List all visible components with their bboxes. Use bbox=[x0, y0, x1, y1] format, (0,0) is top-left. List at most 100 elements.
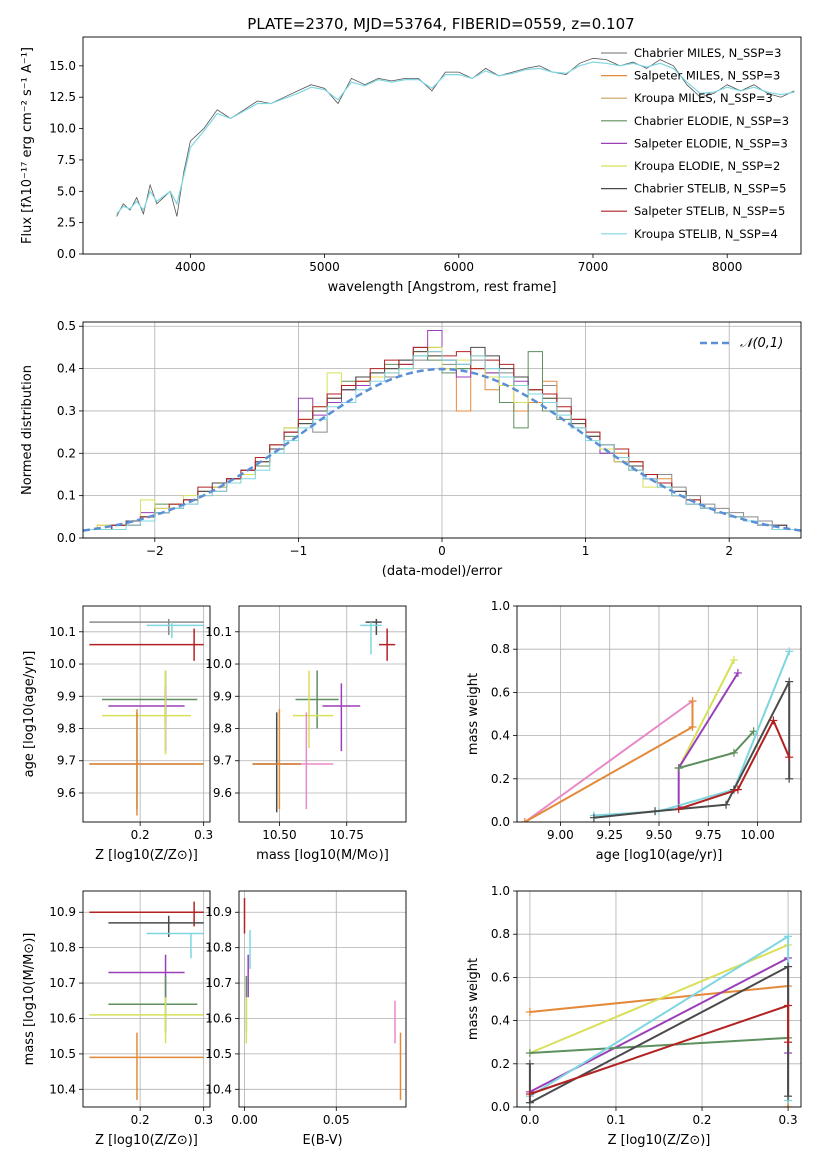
data-marker bbox=[525, 1049, 534, 1057]
y-tick-label: 2.5 bbox=[57, 216, 76, 230]
legend-entry: Salpeter STELIB, N_SSP=5 bbox=[634, 204, 785, 218]
data-marker bbox=[784, 962, 793, 971]
x-tick-label: 5000 bbox=[309, 260, 340, 274]
y-tick-label: 10.8 bbox=[49, 941, 76, 955]
y-axis-label: Normed distribution bbox=[20, 365, 35, 495]
axes-frame bbox=[238, 890, 407, 1108]
x-tick-label: 10.75 bbox=[330, 828, 364, 842]
x-tick-label: 9.25 bbox=[596, 828, 623, 842]
series-line bbox=[529, 1036, 789, 1054]
data-marker bbox=[525, 1007, 534, 1016]
y-tick-label: 0.0 bbox=[491, 1100, 510, 1114]
data-marker bbox=[520, 818, 529, 822]
data-marker bbox=[729, 748, 738, 757]
legend-entry: Chabrier ELODIE, N_SSP=3 bbox=[634, 114, 789, 128]
errorbar-point bbox=[252, 709, 301, 810]
histogram-series bbox=[83, 351, 801, 538]
errorbar-point bbox=[89, 618, 204, 636]
series-line bbox=[524, 700, 694, 822]
y-tick-label: 0.0 bbox=[57, 531, 76, 545]
data-marker bbox=[785, 774, 794, 783]
y-tick-label: 1.0 bbox=[491, 599, 510, 613]
y-tick-label: 1.0 bbox=[491, 884, 510, 898]
plot-area bbox=[520, 647, 794, 822]
x-tick-label: 8000 bbox=[712, 260, 743, 274]
x-tick-label: 6000 bbox=[444, 260, 475, 274]
figure-title: PLATE=2370, MJD=53764, FIBERID=0559, z=0… bbox=[247, 15, 634, 33]
axes-frame bbox=[82, 321, 802, 539]
axes-frame bbox=[82, 605, 211, 823]
data-marker bbox=[785, 677, 794, 686]
legend-entry: Chabrier MILES, N_SSP=3 bbox=[634, 46, 781, 60]
y-tick-label: 7.5 bbox=[57, 153, 76, 167]
errorbar-point bbox=[322, 683, 361, 752]
x-axis-label: E(B-V) bbox=[302, 1133, 342, 1148]
x-tick-label: 0.0 bbox=[520, 1113, 539, 1127]
x-tick-label: 9.50 bbox=[646, 828, 673, 842]
data-marker bbox=[651, 807, 660, 816]
y-tick-label: 10.1 bbox=[205, 625, 232, 639]
legend: 𝒩(0,1) bbox=[700, 336, 783, 351]
y-axis-label: mass [log10(M/M⊙)] bbox=[22, 933, 37, 1066]
data-marker bbox=[589, 813, 598, 822]
y-tick-label: 10.1 bbox=[49, 625, 76, 639]
axes-frame bbox=[516, 605, 802, 823]
x-axis-label: Z [log10(Z/Z⊙)] bbox=[608, 1133, 711, 1148]
data-marker bbox=[785, 753, 794, 762]
chart-weight-vs-Z: 0.0 0.1 0.2 0.3 0.0 0.2 0.4 0.6 0.8 1.0 Z [log10(Z… bbox=[466, 884, 802, 1148]
chart-weight-vs-age: 9.00 9.25 9.50 9.75 10.00 0.0 0.2 0.4 0.6 0.8 1.0 a… bbox=[466, 599, 802, 863]
axes-frame bbox=[238, 605, 407, 823]
x-tick-label: 4000 bbox=[175, 260, 206, 274]
errorbar-point bbox=[89, 1032, 204, 1100]
x-tick-label: 9.00 bbox=[547, 828, 574, 842]
legend: Chabrier MILES, N_SSP=3 Salpeter MILES, N… bbox=[601, 46, 789, 241]
errorbar-point bbox=[89, 628, 204, 661]
legend-entry: Salpeter ELODIE, N_SSP=3 bbox=[634, 136, 788, 150]
y-tick-label: 9.8 bbox=[57, 722, 76, 736]
data-marker bbox=[784, 1038, 793, 1047]
x-tick-label: 1 bbox=[582, 544, 590, 558]
data-marker bbox=[688, 722, 697, 731]
y-tick-label: 0.5 bbox=[57, 319, 76, 333]
errorbar-point bbox=[146, 622, 204, 639]
y-tick-label: 0.6 bbox=[491, 685, 510, 699]
x-axis-label: mass [log10(M/M⊙)] bbox=[256, 848, 389, 863]
series-line-model bbox=[116, 61, 795, 215]
data-marker bbox=[769, 716, 778, 725]
chart-spectrum: 4000 5000 6000 7000 8000 0.0 2.5 5.0 7.5 10.0 12.5… bbox=[20, 36, 802, 295]
y-tick-label: 9.9 bbox=[57, 689, 76, 703]
plot-area bbox=[243, 898, 402, 1100]
data-marker bbox=[525, 1059, 534, 1068]
y-tick-label: 0.3 bbox=[57, 404, 76, 418]
y-tick-label: 10.6 bbox=[49, 1011, 76, 1025]
y-tick-label: 10.4 bbox=[49, 1082, 76, 1096]
axes-frame bbox=[82, 36, 802, 255]
data-marker bbox=[688, 697, 697, 706]
y-tick-label: 10.5 bbox=[49, 1047, 76, 1061]
data-marker bbox=[729, 656, 738, 664]
x-tick-label: 0 bbox=[438, 544, 446, 558]
chart-age-vs-Z: 0.2 0.3 9.6 9.7 9.8 9.9 10.0 10.1 Z [log10(Z/Z⊙)… bbox=[22, 605, 213, 863]
legend-entry: Chabrier STELIB, N_SSP=5 bbox=[634, 182, 786, 196]
chart-mass-vs-Z: 0.2 0.3 10.4 10.5 10.6 10.7 10.8 10.9 Z [log10(Z… bbox=[22, 890, 213, 1148]
data-marker bbox=[784, 932, 793, 941]
y-tick-label: 10.5 bbox=[205, 1047, 232, 1061]
y-tick-label: 0.6 bbox=[491, 970, 510, 984]
legend-entry: Kroupa ELODIE, N_SSP=2 bbox=[634, 159, 780, 173]
plot-area bbox=[525, 932, 793, 1107]
y-tick-label: 10.0 bbox=[49, 122, 76, 136]
plot-area bbox=[89, 618, 204, 816]
plot-area bbox=[89, 901, 204, 1100]
y-tick-label: 0.4 bbox=[491, 1014, 510, 1028]
y-tick-label: 5.0 bbox=[57, 184, 76, 198]
y-tick-label: 0.2 bbox=[57, 446, 76, 460]
y-tick-label: 9.6 bbox=[57, 786, 76, 800]
data-marker bbox=[733, 785, 742, 794]
data-marker bbox=[733, 668, 742, 677]
y-tick-label: 10.9 bbox=[205, 905, 232, 919]
normal-curve bbox=[83, 367, 801, 532]
y-tick-label: 9.7 bbox=[57, 754, 76, 768]
x-tick-label: 2 bbox=[725, 544, 733, 558]
plot-area bbox=[116, 57, 795, 217]
